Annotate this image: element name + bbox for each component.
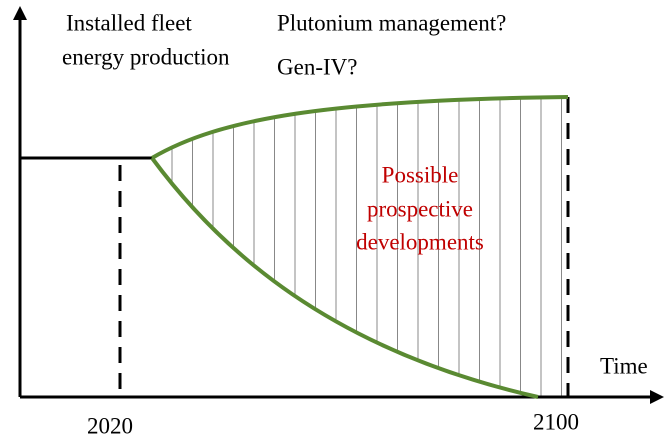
year-label: 2100 [533, 409, 579, 434]
lower-curve [150, 156, 539, 399]
y-axis-label: energy production [62, 44, 230, 69]
region-label: Possible [382, 162, 459, 187]
question: Plutonium management? [277, 10, 506, 35]
region-label: developments [356, 229, 484, 254]
x-axis-label: Time [600, 353, 648, 378]
region-label: prospective [367, 196, 473, 221]
year-label: 2020 [87, 413, 133, 438]
hatch [171, 97, 562, 397]
question: Gen-IV? [277, 54, 357, 79]
x-axis-arrow [650, 390, 664, 404]
y-axis-arrow [13, 6, 27, 20]
y-axis-label: Installed fleet [66, 10, 192, 35]
upper-curve [150, 95, 569, 160]
